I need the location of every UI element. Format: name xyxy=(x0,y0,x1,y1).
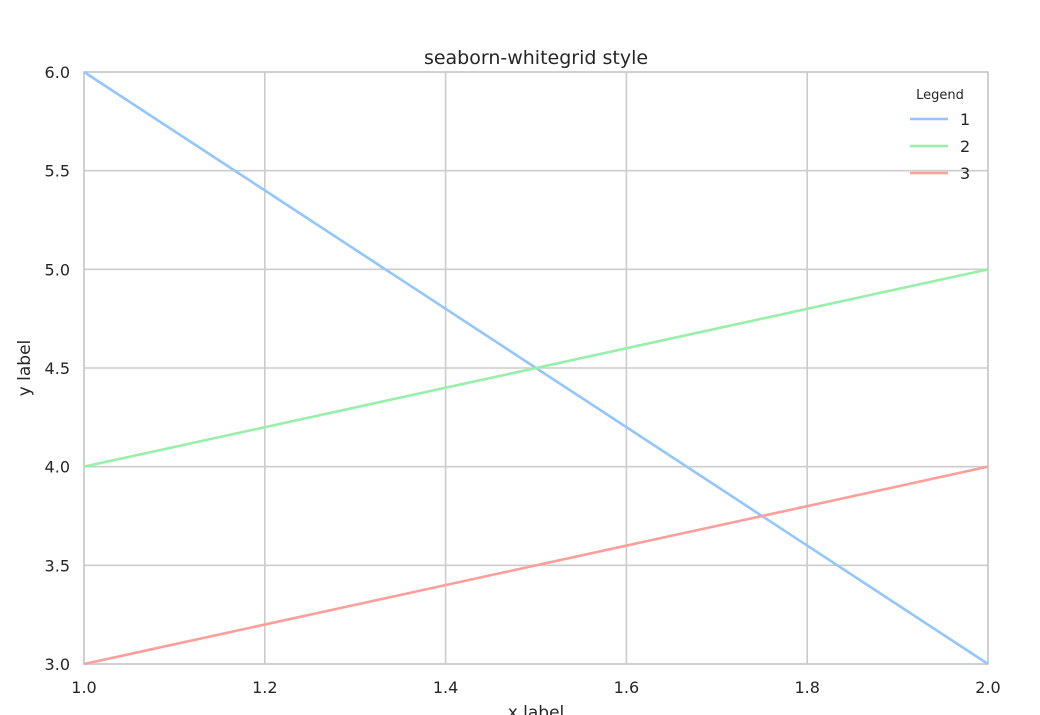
series-line-2 xyxy=(83,268,989,468)
x-tick-label: 1.2 xyxy=(252,678,277,697)
y-tick-label: 3.5 xyxy=(45,556,70,575)
legend-title: Legend xyxy=(916,88,964,103)
series-line-3 xyxy=(83,465,989,666)
legend-label-1: 1 xyxy=(960,110,970,129)
legend: Legend 1 2 3 xyxy=(910,88,970,183)
y-tick-label: 3.0 xyxy=(45,655,70,674)
x-tick-labels: 1.0 1.2 1.4 1.6 1.8 2.0 xyxy=(71,678,1000,697)
y-tick-labels: 3.0 3.5 4.0 4.5 5.0 5.5 6.0 xyxy=(45,63,70,674)
y-tick-label: 4.0 xyxy=(45,458,70,477)
legend-items: 1 2 3 xyxy=(910,110,970,183)
y-tick-label: 5.5 xyxy=(45,162,70,181)
x-tick-label: 1.6 xyxy=(614,678,639,697)
x-tick-label: 1.4 xyxy=(433,678,458,697)
y-tick-label: 5.0 xyxy=(45,260,70,279)
x-tick-label: 1.8 xyxy=(794,678,819,697)
plot-frame xyxy=(83,71,989,665)
chart-title: seaborn-whitegrid style xyxy=(424,47,648,69)
y-tick-label: 4.5 xyxy=(45,359,70,378)
legend-label-3: 3 xyxy=(960,164,970,183)
y-axis-label: y label xyxy=(15,340,35,397)
series-lines xyxy=(83,70,989,666)
y-tick-label: 6.0 xyxy=(45,63,70,82)
legend-label-2: 2 xyxy=(960,137,970,156)
x-tick-label: 2.0 xyxy=(975,678,1000,697)
x-axis-label: x label xyxy=(508,703,565,715)
x-tick-label: 1.0 xyxy=(71,678,96,697)
